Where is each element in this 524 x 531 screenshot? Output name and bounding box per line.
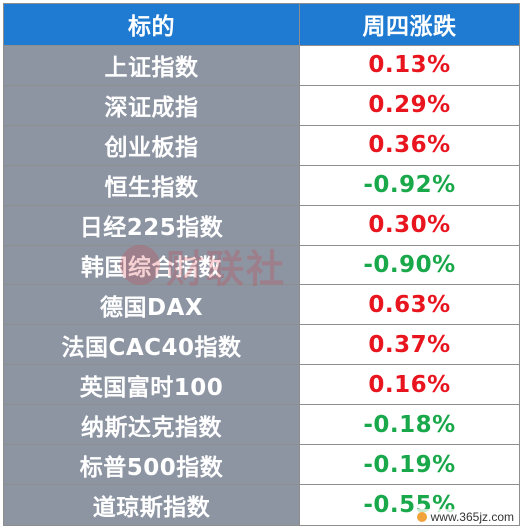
index-name: 韩国综合指数 xyxy=(4,245,300,285)
table-row: 深证成指 0.29% xyxy=(4,85,519,126)
index-change: -0.92% xyxy=(300,165,519,205)
header-name-cell: 标的 xyxy=(4,4,300,45)
index-change: 0.30% xyxy=(300,205,519,245)
site-logo-icon xyxy=(416,512,427,522)
table-row: 英国富时100 0.16% xyxy=(4,365,519,406)
site-watermark: www.365jz.com xyxy=(412,509,518,525)
index-change: 0.13% xyxy=(300,45,519,85)
index-name: 道琼斯指数 xyxy=(4,485,300,525)
site-watermark-text: www.365jz.com xyxy=(430,510,514,524)
index-change: 0.63% xyxy=(300,285,519,325)
index-name: 日经225指数 xyxy=(4,205,300,245)
index-name: 英国富时100 xyxy=(4,365,300,405)
index-name: 法国CAC40指数 xyxy=(4,325,300,365)
table-row: 创业板指 0.36% xyxy=(4,125,519,166)
index-change-table: 标的 周四涨跌 上证指数 0.13% 深证成指 0.29% 创业板指 0.36%… xyxy=(3,3,520,526)
index-change: -0.19% xyxy=(300,445,519,485)
index-change: 0.36% xyxy=(300,125,519,165)
index-name: 标普500指数 xyxy=(4,445,300,485)
index-name: 深证成指 xyxy=(4,85,300,125)
index-change: 0.37% xyxy=(300,325,519,365)
table-row: 恒生指数 -0.92% xyxy=(4,165,519,206)
index-name: 创业板指 xyxy=(4,125,300,165)
index-change: -0.18% xyxy=(300,405,519,445)
table-row: 标普500指数 -0.19% xyxy=(4,445,519,486)
table-row: 上证指数 0.13% xyxy=(4,45,519,86)
index-name: 恒生指数 xyxy=(4,165,300,205)
table-header-row: 标的 周四涨跌 xyxy=(4,4,519,46)
table-row: 韩国综合指数 -0.90% xyxy=(4,245,519,286)
index-change: -0.90% xyxy=(300,245,519,285)
index-name: 德国DAX xyxy=(4,285,300,325)
index-name: 上证指数 xyxy=(4,45,300,85)
table-row: 纳斯达克指数 -0.18% xyxy=(4,405,519,446)
table-row: 日经225指数 0.30% xyxy=(4,205,519,246)
table-row: 德国DAX 0.63% xyxy=(4,285,519,326)
table-row: 法国CAC40指数 0.37% xyxy=(4,325,519,366)
table-row: 道琼斯指数 -0.55% xyxy=(4,485,519,525)
index-change: 0.16% xyxy=(300,365,519,405)
header-change-cell: 周四涨跌 xyxy=(300,4,519,45)
index-name: 纳斯达克指数 xyxy=(4,405,300,445)
index-change: 0.29% xyxy=(300,85,519,125)
